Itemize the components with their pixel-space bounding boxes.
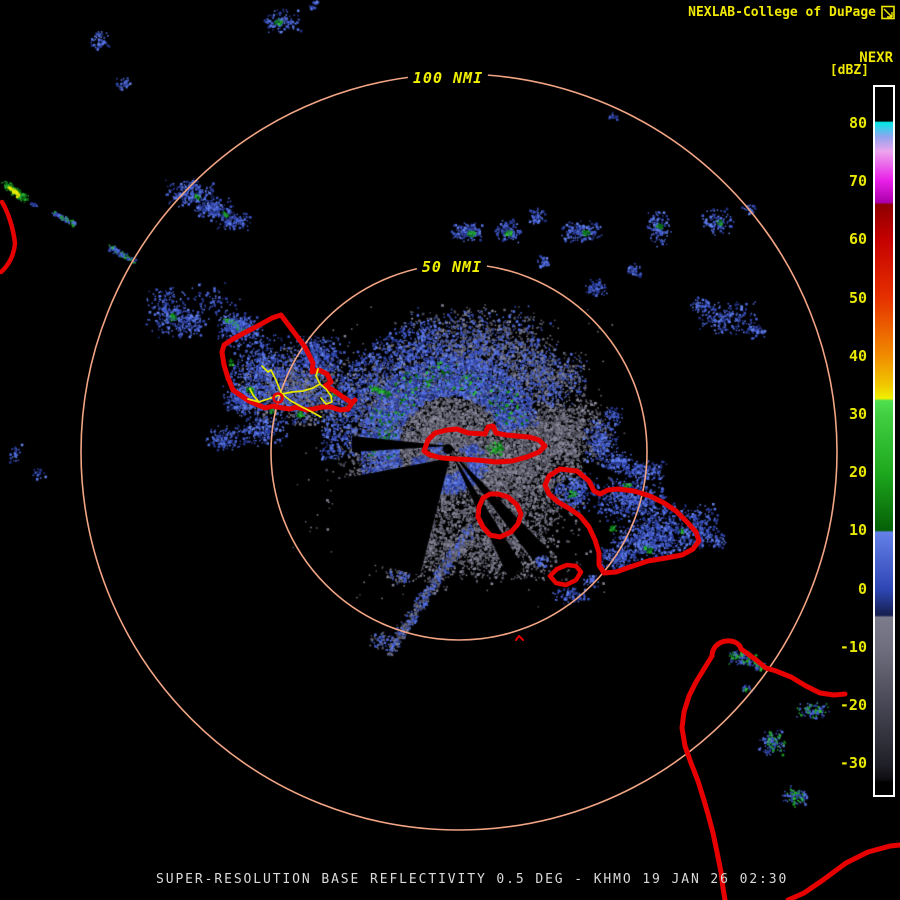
road-oahu: [315, 368, 321, 385]
coastline-oahu: [219, 312, 358, 413]
colorbar-title: NEXR: [859, 50, 893, 66]
colorbar-tick: -20: [839, 696, 867, 714]
colorbar: [873, 85, 895, 797]
coastline-molokini: [515, 635, 524, 641]
colorbar-tick: 50: [848, 288, 867, 307]
cod-logo-icon: [881, 5, 895, 20]
coastline-maui: [542, 466, 702, 576]
range-ring: [270, 263, 648, 641]
coastline-kauai: [0, 199, 18, 275]
colorbar-tick: 30: [848, 405, 867, 423]
colorbar-tick: 40: [848, 346, 867, 365]
colorbar-tick: 80: [848, 114, 867, 132]
product-caption: SUPER-RESOLUTION BASE REFLECTIVITY 0.5 D…: [156, 872, 789, 887]
range-ring-label-50nmi: 50 NMI: [416, 257, 488, 277]
range-ring-label-100nmi: 100 NMI: [407, 68, 489, 88]
road-oahu: [270, 369, 283, 395]
colorbar-tick: -10: [839, 637, 867, 656]
coastline-big-island-west-coast: [679, 653, 728, 900]
brand-text: NEXLAB-College of DuPage: [688, 5, 876, 20]
coastline-kahoolawe: [547, 562, 584, 588]
road-oahu: [261, 365, 272, 373]
road-oahu: [249, 388, 260, 403]
road-oahu: [281, 383, 333, 405]
colorbar-tick: 70: [848, 172, 867, 191]
city-marker-honolulu: [272, 392, 284, 404]
road-oahu: [281, 393, 322, 418]
colorbar-tick: 10: [848, 521, 867, 540]
colorbar-units: [dBZ]: [829, 63, 869, 78]
coastline-lanai: [475, 491, 524, 540]
coastline-molokai: [421, 423, 548, 465]
coastline-big-island-se-coast: [785, 842, 900, 900]
colorbar-tick: 20: [848, 463, 867, 482]
range-ring: [80, 73, 838, 831]
colorbar-tick: -30: [839, 754, 867, 773]
road-oahu: [247, 393, 283, 403]
colorbar-tick: 0: [857, 579, 867, 598]
coastline-big-island-north-coast: [709, 638, 848, 698]
colorbar-tick: 60: [848, 230, 867, 249]
brand: NEXLAB-College of DuPage: [688, 5, 895, 20]
